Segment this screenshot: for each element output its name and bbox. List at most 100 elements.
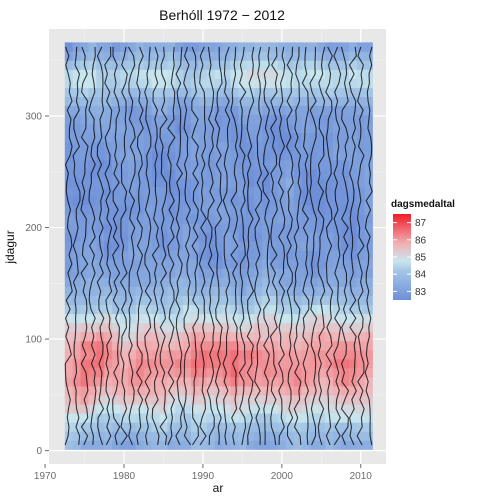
heatmap-tile (135, 123, 145, 134)
heatmap-tile (143, 205, 152, 215)
heatmap-tile (262, 60, 271, 70)
heatmap-tile (269, 159, 279, 170)
heatmap-tile (341, 377, 350, 387)
heatmap-tile (230, 422, 239, 432)
heatmap-tile (191, 132, 200, 143)
heatmap-tile (191, 223, 200, 233)
heatmap-tile (277, 141, 287, 152)
heatmap-tile (159, 250, 168, 260)
heatmap-tile (277, 96, 287, 107)
heatmap-tile (309, 440, 318, 450)
heatmap-tile (364, 359, 373, 369)
heatmap-tile (238, 114, 247, 125)
heatmap-tile (293, 123, 302, 134)
heatmap-tile (72, 196, 81, 206)
heatmap-tile (135, 340, 145, 351)
heatmap-tile (175, 377, 184, 387)
contour-line (254, 46, 263, 446)
heatmap-tile (341, 259, 350, 269)
heatmap-tile (72, 431, 81, 441)
heatmap-tile (96, 368, 105, 378)
heatmap-tile (167, 286, 176, 297)
heatmap-tile (285, 159, 294, 170)
heatmap-tile (120, 304, 129, 315)
heatmap-tile (127, 87, 137, 97)
heatmap-tile (96, 440, 105, 450)
heatmap-tile (183, 169, 192, 179)
heatmap-tile (293, 42, 302, 52)
heatmap-tile (277, 123, 287, 134)
heatmap-tile (356, 295, 365, 306)
heatmap-tile (104, 413, 113, 423)
heatmap-tile (277, 132, 287, 143)
heatmap-tile (341, 322, 350, 333)
heatmap-tile (80, 295, 89, 306)
heatmap-tile (285, 178, 294, 188)
heatmap-tile (120, 259, 129, 269)
heatmap-tile (120, 404, 129, 414)
heatmap-tile (333, 413, 342, 423)
heatmap-tile (175, 431, 184, 441)
heatmap-tile (175, 214, 184, 224)
heatmap-tile (333, 268, 342, 278)
heatmap-tile (269, 205, 279, 215)
heatmap-tile (262, 386, 271, 396)
heatmap-tile (269, 69, 279, 79)
heatmap-tile (88, 349, 97, 360)
heatmap-tile (293, 377, 302, 387)
heatmap-tile (191, 259, 200, 269)
heatmap-tile (269, 250, 279, 260)
heatmap-tile (222, 223, 231, 233)
heatmap-tile (104, 187, 113, 197)
heatmap-tile (341, 349, 350, 360)
heatmap-tile (309, 132, 318, 143)
x-tick-label: 2010 (350, 471, 373, 482)
heatmap-tile (96, 277, 105, 287)
heatmap-tile (317, 268, 326, 278)
heatmap-tile (104, 114, 113, 125)
heatmap-tile (325, 69, 334, 79)
heatmap-tile (238, 150, 247, 161)
heatmap-tile (96, 141, 105, 152)
heatmap-tile (317, 322, 326, 333)
heatmap-tile (151, 51, 160, 61)
heatmap-tile (183, 214, 192, 224)
heatmap-tile (127, 78, 137, 88)
heatmap-tile (198, 187, 208, 197)
heatmap-tile (325, 295, 334, 306)
heatmap-tile (356, 187, 365, 197)
heatmap-tile (96, 404, 105, 414)
heatmap-tile (254, 241, 263, 251)
contour-line (356, 46, 365, 446)
x-tick-label: 1980 (113, 471, 136, 482)
heatmap-tile (159, 377, 168, 387)
heatmap-tile (238, 440, 247, 450)
heatmap-tile (135, 349, 145, 360)
heatmap-tile (198, 159, 208, 170)
heatmap-tile (135, 268, 145, 278)
heatmap-tile (254, 196, 263, 206)
heatmap-tile (135, 150, 145, 161)
heatmap-tile (301, 304, 310, 315)
heatmap-tile (151, 69, 160, 79)
heatmap-tile (191, 395, 200, 405)
heatmap-tile (112, 440, 121, 450)
heatmap-tile (127, 268, 137, 278)
heatmap-tile (301, 340, 310, 351)
heatmap-tile (317, 431, 326, 441)
heatmap-tile (72, 187, 81, 197)
heatmap-tile (356, 96, 365, 107)
heatmap-tile (348, 377, 358, 387)
heatmap-tile (285, 313, 294, 324)
heatmap-tile (151, 322, 160, 333)
heatmap-tile (120, 295, 129, 306)
heatmap-tile (80, 214, 89, 224)
heatmap-tile (317, 42, 326, 52)
heatmap-tile (191, 42, 200, 52)
heatmap-tile (222, 123, 231, 134)
heatmap-tile (214, 105, 223, 116)
heatmap-tile (167, 105, 176, 116)
heatmap-tile (238, 431, 247, 441)
heatmap-tile (214, 368, 223, 378)
heatmap-tile (135, 105, 145, 116)
